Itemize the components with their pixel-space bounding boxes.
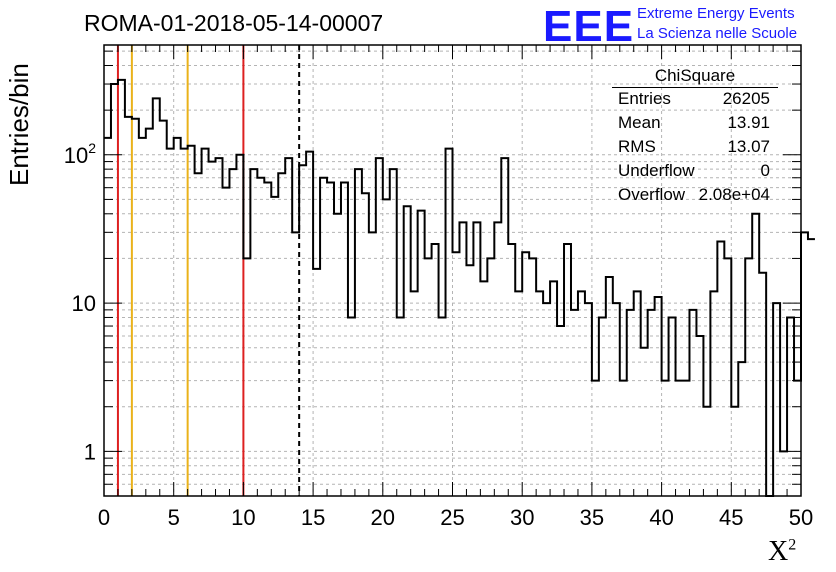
stats-value: 2.08e+04 — [698, 185, 770, 204]
stats-key: Underflow — [618, 161, 695, 180]
x-tick-label: 35 — [580, 505, 604, 530]
x-tick-label: 5 — [168, 505, 180, 530]
x-tick-label: 10 — [231, 505, 255, 530]
stats-key: RMS — [618, 137, 656, 156]
y-tick-label-base: 10 — [64, 143, 88, 168]
x-tick-label: 50 — [789, 505, 813, 530]
stats-value: 0 — [760, 161, 770, 180]
stats-row-overflow: Overflow 2.08e+04 — [612, 185, 778, 209]
x-tick-label: 40 — [649, 505, 673, 530]
stats-row-underflow: Underflow 0 — [612, 161, 778, 185]
x-axis-label-sup: 2 — [788, 536, 797, 554]
stats-row-entries: Entries 26205 — [612, 89, 778, 113]
x-tick-label: 25 — [440, 505, 464, 530]
logo-line-2: La Scienza nelle Scuole — [637, 25, 798, 42]
x-axis-label-main: X — [768, 536, 789, 567]
stats-key: Entries — [618, 89, 671, 108]
stats-value: 26205 — [722, 89, 770, 108]
y-tick-label: 10 — [72, 291, 96, 316]
chart-title: ROMA-01-2018-05-14-00007 — [84, 10, 384, 36]
x-tick-label: 45 — [719, 505, 743, 530]
stats-row-mean: Mean 13.91 — [612, 113, 778, 137]
stats-title: ChiSquare — [612, 66, 778, 88]
histogram-series — [104, 78, 815, 497]
x-tick-label: 15 — [301, 505, 325, 530]
stats-key: Mean — [618, 113, 661, 132]
x-axis-ticks: 0 5 10 15 20 25 30 35 40 45 50 — [98, 45, 813, 530]
x-tick-label: 20 — [371, 505, 395, 530]
y-tick-label-sup: 2 — [88, 140, 96, 156]
stats-key: Overflow — [618, 185, 686, 204]
y-axis-label: Entries/bin — [4, 63, 34, 186]
x-tick-label: 30 — [510, 505, 534, 530]
stats-value: 13.91 — [727, 113, 770, 132]
y-tick-label: 102 — [64, 140, 96, 168]
y-tick-label: 1 — [84, 439, 96, 464]
logo-line-1: Extreme Energy Events — [637, 5, 795, 22]
stats-row-rms: RMS 13.07 — [612, 137, 778, 161]
stats-value: 13.07 — [727, 137, 770, 156]
reference-lines — [116, 45, 301, 496]
stats-box: ChiSquare Entries 26205 Mean 13.91 RMS 1… — [612, 66, 778, 209]
x-axis-label: X2 — [768, 536, 796, 568]
eee-logo: EEE — [543, 2, 635, 51]
x-tick-label: 0 — [98, 505, 110, 530]
